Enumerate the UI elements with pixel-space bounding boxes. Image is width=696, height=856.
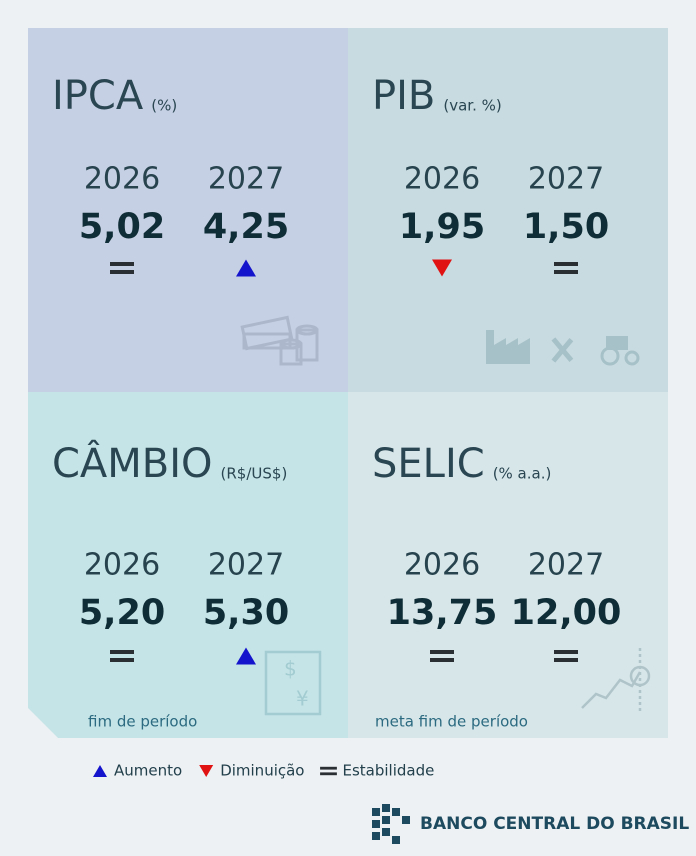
year: 2026 xyxy=(84,162,160,197)
svg-text:¥: ¥ xyxy=(296,687,309,711)
svg-text:$: $ xyxy=(284,657,297,681)
trend-stable xyxy=(554,658,578,662)
trend-stable xyxy=(554,650,578,654)
year: 2026 xyxy=(84,548,160,583)
trend-up xyxy=(93,765,107,777)
panel-title: IPCA xyxy=(52,73,144,119)
panel-ipca xyxy=(28,28,348,392)
icon-exchange: $¥ xyxy=(264,650,322,716)
panel-unit: (var. %) xyxy=(443,97,501,115)
trend-stable xyxy=(320,772,337,776)
panel-cambio xyxy=(28,392,348,738)
trend-stable xyxy=(110,658,134,662)
year: 2026 xyxy=(404,162,480,197)
value: 1,95 xyxy=(399,207,485,247)
trend-down xyxy=(199,765,214,777)
trend-stable xyxy=(554,262,578,266)
logo-text: BANCO CENTRAL DO BRASIL xyxy=(420,814,689,834)
panel-note: meta fim de período xyxy=(375,713,528,731)
year: 2027 xyxy=(528,162,604,197)
trend-stable xyxy=(110,650,134,654)
panel-selic xyxy=(348,392,668,738)
value: 4,25 xyxy=(203,207,289,247)
panel-unit: (R$/US$) xyxy=(221,465,288,483)
legend-label: Aumento xyxy=(114,762,182,780)
icon-money xyxy=(240,315,319,366)
trend-down xyxy=(432,259,452,277)
year: 2027 xyxy=(208,548,284,583)
year: 2026 xyxy=(404,548,480,583)
value: 13,75 xyxy=(387,593,498,633)
panel-title: CÂMBIO xyxy=(52,439,213,487)
icon-industry xyxy=(486,330,640,366)
legend-label: Diminuição xyxy=(220,762,304,780)
trend-stable xyxy=(110,270,134,274)
panel-unit: (%) xyxy=(151,97,177,115)
value: 5,30 xyxy=(203,593,289,633)
value: 12,00 xyxy=(511,593,622,633)
trend-stable xyxy=(554,270,578,274)
panel-pib xyxy=(348,28,668,392)
trend-up xyxy=(236,647,256,665)
value: 5,02 xyxy=(79,207,165,247)
panel-note: fim de período xyxy=(88,713,197,731)
trend-up xyxy=(236,259,256,277)
value: 1,50 xyxy=(523,207,609,247)
value: 5,20 xyxy=(79,593,165,633)
year: 2027 xyxy=(528,548,604,583)
logo-icon xyxy=(372,804,410,844)
trend-stable xyxy=(110,262,134,266)
trend-stable xyxy=(320,766,337,770)
year: 2027 xyxy=(208,162,284,197)
panel-title: SELIC xyxy=(372,441,485,487)
icon-chart xyxy=(581,648,651,712)
trend-stable xyxy=(430,650,454,654)
trend-stable xyxy=(430,658,454,662)
panel-unit: (% a.a.) xyxy=(493,465,552,483)
legend-label: Estabilidade xyxy=(342,762,434,780)
panel-title: PIB xyxy=(372,73,435,119)
